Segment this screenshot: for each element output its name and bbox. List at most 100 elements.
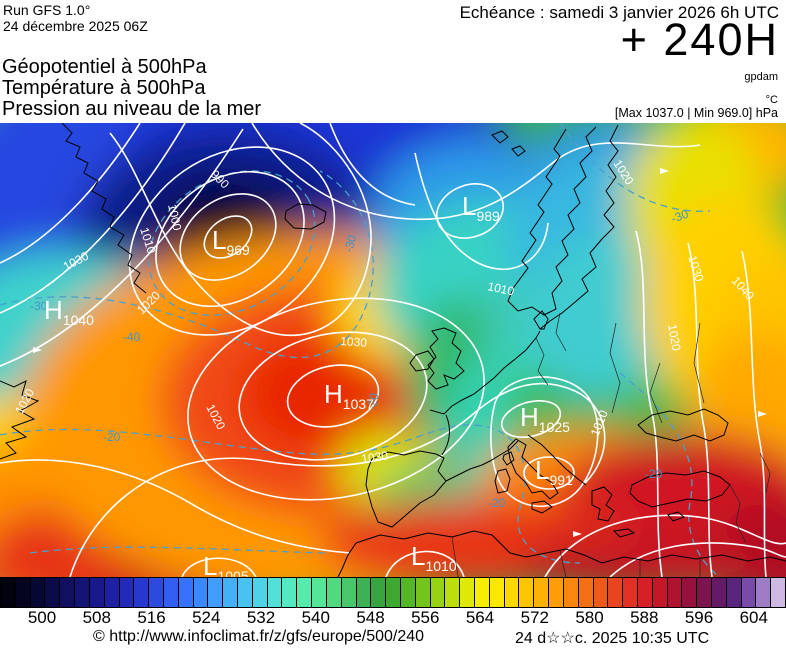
pressure-center-label: L1005 [203, 551, 249, 577]
colorbar-cell [207, 578, 223, 607]
colorbar-cell [177, 578, 193, 607]
colorbar-cell [755, 578, 771, 607]
colorbar-tick: 508 [82, 608, 111, 627]
colorbar-tick: 564 [465, 608, 495, 627]
colorbar-cell [518, 578, 534, 607]
generated-at: 24 d☆☆c. 2025 10:35 UTC [515, 630, 710, 647]
isobar-label: 1020 [665, 323, 683, 352]
colorbar-cell [503, 578, 519, 607]
copyright-url: © http://www.infoclimat.fr/z/gfs/europe/… [93, 628, 425, 645]
temperature-label: -20 [103, 430, 121, 444]
temperature-labels: -40 -30 -30 -30 -20 -20 -20 -20 [30, 207, 691, 510]
isobars [0, 123, 786, 577]
colorbar-cell [474, 578, 489, 607]
colorbar-cell [770, 578, 786, 607]
colorbar-cell [681, 578, 697, 607]
run-date: 24 décembre 2025 06Z [3, 18, 148, 34]
colorbar [0, 577, 786, 608]
colorbar-tick: 524 [192, 608, 221, 627]
pressure-center-label: L991 [535, 455, 573, 488]
colorbar-cell [251, 578, 267, 607]
colorbar-tick: 596 [684, 608, 714, 627]
colorbar-cell [548, 578, 563, 607]
temperature-label: -20 [364, 391, 381, 411]
weather-map: 9901000101010301020103010301020101010201… [0, 123, 786, 577]
colorbar-tick: 588 [630, 608, 659, 627]
colorbar-cell [725, 578, 741, 607]
colorbar-cell [740, 578, 756, 607]
colorbar-tick: 580 [575, 608, 604, 627]
colorbar-cell [666, 578, 682, 607]
colorbar-cell [296, 578, 312, 607]
colorbar-cell [399, 578, 415, 607]
colorbar-cell [103, 578, 119, 607]
colorbar-tick: 500 [27, 608, 57, 627]
country-borders [451, 312, 771, 577]
colorbar-cell [355, 578, 371, 607]
colorbar-cell [340, 578, 356, 607]
colorbar-tick: 548 [356, 608, 385, 627]
colorbar-tick: 604 [739, 608, 768, 627]
run-model: Run GFS 1.0° [3, 2, 91, 18]
colorbar-cell [607, 578, 623, 607]
coastlines [0, 123, 786, 577]
colorbar-cell [133, 578, 149, 607]
temperature-contours [0, 123, 721, 577]
isobar-label: 1010 [486, 279, 515, 298]
colorbar-cell [533, 578, 549, 607]
colorbar-cell [592, 578, 608, 607]
pressure-center-labels: H1040 L969 L989 H1037 H1025 L991 L1005 L1010 [44, 191, 573, 577]
colorbar-cell [162, 578, 178, 607]
pressure-center-label: H1037 [324, 379, 374, 412]
temperature-label: -40 [123, 330, 141, 344]
colorbar-cell [711, 578, 726, 607]
colorbar-cell [444, 578, 460, 607]
colorbar-cell [429, 578, 445, 607]
colorbar-cell [622, 578, 637, 607]
colorbar-cell [14, 578, 30, 607]
colorbar-cell [237, 578, 252, 607]
colorbar-cell [325, 578, 341, 607]
pressure-center-label: L969 [212, 225, 250, 258]
temperature-label: -30 [341, 233, 359, 254]
isobar-label: 1030 [340, 334, 368, 350]
unit-celsius: °C [765, 94, 778, 106]
isobar-label: 1030 [360, 448, 389, 466]
isobar-label: 1000 [165, 203, 184, 232]
colorbar-cell [651, 578, 667, 607]
temperature-label: -20 [645, 467, 663, 481]
title-geopotential: Géopotentiel à 500hPa [2, 56, 207, 78]
colorbar-cell [414, 578, 430, 607]
valid-time: Echéance : samedi 3 janvier 2026 6h UTC [459, 3, 779, 22]
colorbar-cell [370, 578, 386, 607]
colorbar-cell [59, 578, 75, 607]
colorbar-cell [0, 578, 15, 607]
run-info: Run GFS 1.0° 24 décembre 2025 06Z [3, 2, 148, 34]
colorbar-cell [74, 578, 89, 607]
pressure-center-label: L1010 [411, 541, 457, 574]
colorbar-ticks: 500 508 516 524 532 540 548 556 564 572 580 588 596 6… [0, 608, 786, 628]
colorbar-cell [148, 578, 163, 607]
colorbar-tick: 532 [246, 608, 276, 627]
colorbar-cell [562, 578, 578, 607]
colorbar-cell [44, 578, 60, 607]
pressure-center-label: H1025 [520, 402, 570, 435]
colorbar-cell [696, 578, 711, 607]
colorbar-cell [488, 578, 504, 607]
pressure-center-label: L989 [462, 191, 500, 224]
pressure-minmax: [Max 1037.0 | Min 969.0] hPa [614, 106, 778, 120]
colorbar-cell [577, 578, 593, 607]
colorbar-cell [636, 578, 652, 607]
colorbar-tick: 540 [301, 608, 330, 627]
temperature-label: -30 [669, 207, 690, 226]
colorbar-cell [118, 578, 134, 607]
temperature-label: -20 [488, 496, 506, 510]
pressure-center-label: H1040 [44, 295, 94, 328]
wind-markers [33, 168, 767, 537]
colorbar-cell [192, 578, 208, 607]
colorbar-tick: 556 [411, 608, 440, 627]
lead-time: + 240H [620, 14, 779, 65]
colorbar-cell [222, 578, 237, 607]
title-pressure: Pression au niveau de la mer [2, 98, 262, 120]
